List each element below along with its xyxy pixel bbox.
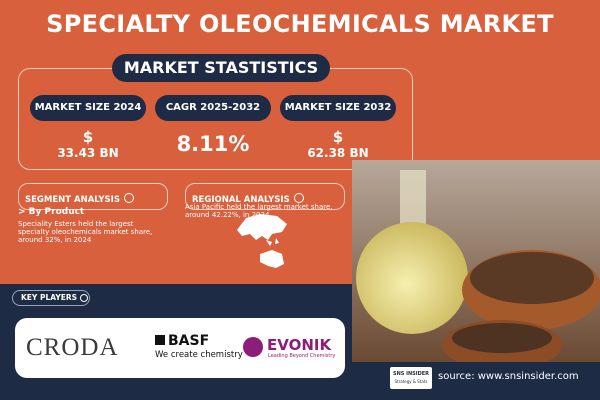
beans	[470, 252, 594, 304]
basf-mark	[155, 335, 165, 345]
australia-shape	[260, 250, 284, 268]
card-label: MARKET SIZE 2024	[30, 95, 146, 121]
segment-header: SEGMENT ANALYSIS	[18, 183, 168, 210]
icon	[123, 192, 134, 203]
brand-logo: SNS INSIDER Strategy & Stats	[390, 367, 432, 389]
regional-title: REGIONAL ANALYSIS	[192, 195, 290, 205]
basf-logo: BASF	[155, 333, 209, 349]
segment-title: SEGMENT ANALYSIS	[25, 195, 120, 205]
title: SPECIALTY OLEOCHEMICALS MARKET	[46, 10, 554, 38]
icon	[293, 192, 304, 203]
segment-subtitle: > By Product	[18, 207, 85, 217]
key-players-title: KEY PLAYERS	[21, 293, 78, 302]
logos-box	[15, 318, 345, 378]
card-value: 62.38 BN	[307, 146, 369, 160]
evonik-mark	[243, 337, 263, 357]
evonik-logo: EVONIK	[267, 336, 332, 354]
product-photo	[352, 160, 600, 362]
card-label: MARKET SIZE 2032	[280, 95, 396, 121]
source: source: www.snsinsider.com	[438, 371, 579, 382]
basf-tagline: We create chemistry	[155, 350, 243, 360]
card-label: CAGR 2025-2032	[155, 95, 271, 121]
stats-title: MARKET STASTISTICS	[112, 54, 330, 82]
beans	[452, 323, 552, 353]
croda-logo: CRODA	[26, 334, 119, 361]
map	[237, 214, 287, 268]
brand-name: SNS INSIDER	[392, 371, 430, 377]
card-value: 33.43 BN	[57, 146, 119, 160]
card-value: 8.11%	[176, 132, 250, 156]
basf-name: BASF	[168, 333, 210, 349]
asia-shape	[237, 214, 287, 240]
currency: $	[332, 128, 344, 146]
evonik-tagline: Leading Beyond Chemistry	[268, 353, 336, 359]
currency: $	[82, 128, 94, 146]
regional-text: Asia Pacific held the largest market sha…	[185, 203, 333, 219]
segment-text: Speciality Esters held the largest speci…	[18, 220, 153, 244]
flask	[356, 222, 468, 334]
regional-header: REGIONAL ANALYSIS	[185, 183, 345, 210]
brand-tagline: Strategy & Stats	[394, 379, 428, 384]
key-players-pill: KEY PLAYERS	[12, 290, 90, 306]
islands	[266, 238, 279, 246]
icon	[80, 294, 89, 302]
